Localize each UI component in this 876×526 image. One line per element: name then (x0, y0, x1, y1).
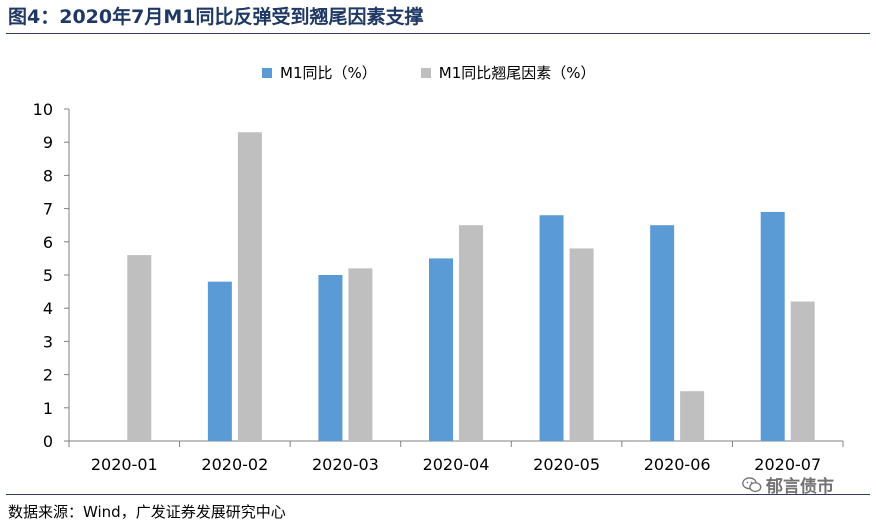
bar-m1 (539, 215, 564, 441)
legend-swatch-m1 (262, 67, 272, 78)
data-source: 数据来源：Wind，广发证券发展研究中心 (8, 503, 286, 521)
x-tick-label: 2020-04 (423, 455, 490, 474)
y-tick-label: 5 (43, 266, 53, 285)
legend-label-tail: M1同比翘尾因素（%） (438, 64, 596, 82)
y-tick-label: 0 (43, 432, 53, 451)
legend-swatch-tail (420, 67, 431, 78)
y-tick-label: 6 (43, 233, 53, 252)
y-tick-label: 2 (43, 366, 53, 385)
legend-label-m1: M1同比（%） (280, 64, 377, 82)
y-tick-label: 9 (43, 133, 53, 152)
bar-m1-tail-factor (790, 301, 815, 441)
legend-item-tail: M1同比翘尾因素（%） (420, 62, 596, 83)
watermark: 郁言债市 (742, 472, 834, 497)
bar-m1-tail-factor (348, 268, 373, 441)
y-tick-label: 4 (43, 299, 53, 318)
wechat-icon (742, 476, 762, 492)
bar-m1-tail-factor (459, 225, 483, 441)
y-tick-label: 8 (43, 166, 53, 185)
y-tick-label: 7 (43, 200, 53, 219)
y-tick-label: 10 (33, 100, 53, 119)
x-tick-label: 2020-06 (644, 455, 711, 474)
y-tick-label: 1 (43, 399, 53, 418)
bar-m1-tail-factor (237, 132, 262, 442)
y-tick-label: 3 (43, 332, 53, 351)
bar-m1 (207, 281, 232, 441)
bar-m1 (760, 211, 785, 441)
bar-m1 (318, 275, 343, 441)
watermark-text: 郁言债市 (766, 477, 834, 497)
x-tick-label: 2020-07 (754, 455, 821, 474)
footer-divider (6, 494, 870, 495)
x-tick-label: 2020-05 (533, 455, 600, 474)
bar-m1-tail-factor (680, 391, 705, 441)
figure-title: 图4：2020年7月M1同比反弹受到翘尾因素支撑 (8, 6, 424, 28)
title-divider (6, 33, 870, 34)
x-tick-label: 2020-02 (201, 455, 268, 474)
x-tick-label: 2020-01 (91, 455, 158, 474)
x-tick-label: 2020-03 (312, 455, 379, 474)
bar-m1-tail-factor (569, 248, 594, 441)
bar-m1-tail-factor (127, 255, 152, 441)
legend-item-m1: M1同比（%） (262, 62, 377, 83)
bar-m1 (429, 258, 453, 441)
chart-legend: M1同比（%） M1同比翘尾因素（%） (262, 62, 596, 83)
bar-m1 (650, 225, 675, 441)
